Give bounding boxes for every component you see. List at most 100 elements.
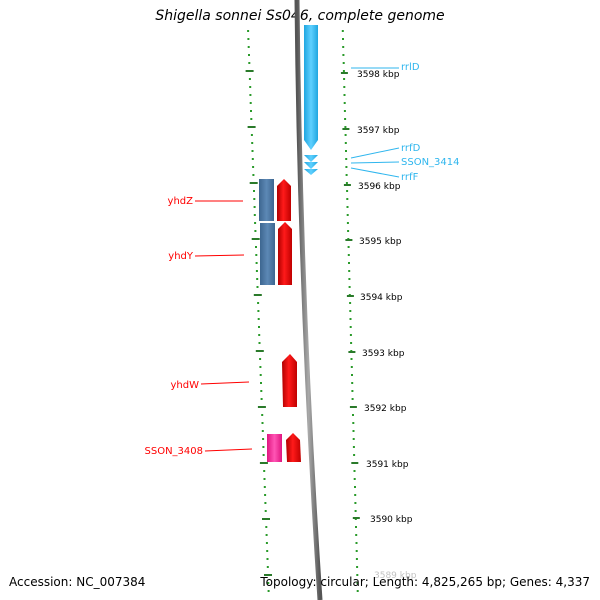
gc-dot — [264, 494, 267, 496]
scale-dot — [348, 286, 351, 288]
gc-dot — [261, 430, 264, 432]
scale-label: 3593 kbp — [362, 349, 405, 359]
scale-dot — [351, 374, 353, 376]
scale-dot — [343, 102, 346, 104]
scale-dot — [349, 334, 352, 336]
scale-dot — [355, 526, 357, 528]
scale-dot — [352, 422, 355, 424]
gc-dot — [254, 230, 257, 232]
gc-dot — [266, 550, 269, 552]
yhdY-feature — [278, 222, 292, 285]
scale-dot — [350, 366, 353, 368]
gene-label-yhdZ[interactable]: yhdZ — [168, 196, 194, 207]
scale-label: 3589 kbp — [374, 571, 417, 581]
scale-dot — [352, 430, 355, 432]
gc-dot — [255, 262, 258, 264]
scale-dot — [350, 342, 353, 344]
gc-dot — [247, 46, 250, 48]
scale-dot — [351, 398, 354, 400]
scale-dot — [349, 310, 352, 312]
scale-dot — [342, 46, 345, 48]
gc-dot — [247, 38, 250, 40]
gc-dot — [249, 102, 252, 104]
gc-dot — [258, 334, 261, 336]
gene-label-yhdY[interactable]: yhdY — [168, 251, 194, 262]
gc-dot — [262, 446, 265, 448]
gc-dot — [249, 86, 252, 88]
scale-dot — [341, 30, 344, 32]
scale-dot — [349, 318, 352, 320]
gc-dot — [257, 318, 260, 320]
scale-dot — [342, 38, 344, 40]
map-title: Shigella sonnei Ss046, complete genome — [155, 8, 445, 24]
gc-dot — [263, 486, 266, 488]
scale-dot — [346, 190, 349, 192]
gc-dot — [251, 142, 254, 144]
scale-label: 3592 kbp — [364, 404, 407, 414]
scale-dot — [356, 574, 359, 576]
gc-dot — [249, 182, 258, 184]
gc-dot — [250, 118, 253, 120]
scale-label: 3590 kbp — [370, 515, 413, 525]
scale-dot — [343, 78, 346, 80]
scale-dot — [343, 110, 346, 112]
scale-tick — [351, 462, 359, 464]
scale-label: 3597 kbp — [357, 126, 400, 136]
gc-dot — [250, 134, 253, 136]
gc-dot — [261, 414, 264, 416]
scale-label: 3596 kbp — [358, 182, 401, 192]
scale-tick — [342, 128, 350, 130]
scale-dot — [352, 438, 355, 440]
scale-dot — [355, 534, 358, 536]
gc-dot — [256, 286, 259, 288]
scale-dot — [355, 558, 358, 560]
gc-dot — [265, 534, 268, 536]
gene-label-SSON_3414[interactable]: SSON_3414 — [401, 157, 460, 168]
scale-dot — [349, 302, 352, 304]
SSON_3408-feature — [267, 434, 282, 462]
gene-label-yhdW[interactable]: yhdW — [171, 380, 200, 391]
scale-dot — [355, 550, 358, 552]
scale-dot — [348, 262, 350, 264]
gc-dot — [251, 150, 254, 152]
gc-dot — [260, 382, 262, 384]
gc-dot — [253, 214, 256, 216]
gc-dot — [267, 590, 270, 592]
accession-text: Accession: NC_007384 — [9, 575, 146, 589]
scale-dot — [342, 54, 345, 56]
scale-dot — [356, 582, 359, 584]
scale-label: 3594 kbp — [360, 293, 403, 303]
scale-dot — [344, 118, 347, 120]
scale-label: 3598 kbp — [357, 70, 400, 80]
scale-dot — [342, 62, 345, 64]
scale-dot — [351, 390, 354, 392]
scale-dot — [345, 166, 348, 168]
gc-dot — [257, 310, 260, 312]
forward-cds-feature — [286, 433, 301, 462]
gc-dot — [257, 302, 260, 304]
scale-dot — [352, 446, 355, 448]
gc-dot — [248, 62, 251, 64]
scale-tick — [343, 184, 351, 186]
gc-dot — [262, 454, 265, 456]
scale-dot — [346, 222, 349, 224]
scale-dot — [347, 254, 350, 256]
scale-dot — [347, 230, 350, 232]
scale-tick — [346, 295, 354, 297]
gc-dot — [254, 222, 257, 224]
scale-dot — [356, 566, 359, 568]
scale-dot — [351, 382, 354, 384]
gene-label-rrlD[interactable]: rrlD — [401, 62, 420, 73]
gc-dot — [248, 78, 251, 80]
gc-dot — [260, 398, 263, 400]
scale-dot — [354, 502, 357, 504]
gene-label-rrfD[interactable]: rrfD — [401, 143, 421, 154]
gene-label-rrfF[interactable]: rrfF — [401, 172, 419, 183]
gc-dot — [250, 110, 252, 112]
scale-tick — [349, 406, 357, 408]
gc-dot — [245, 70, 254, 72]
scale-dot — [349, 326, 352, 328]
yhdW-feature — [282, 354, 297, 407]
gc-dot — [247, 126, 256, 128]
gene-label-SSON_3408[interactable]: SSON_3408 — [145, 446, 204, 457]
